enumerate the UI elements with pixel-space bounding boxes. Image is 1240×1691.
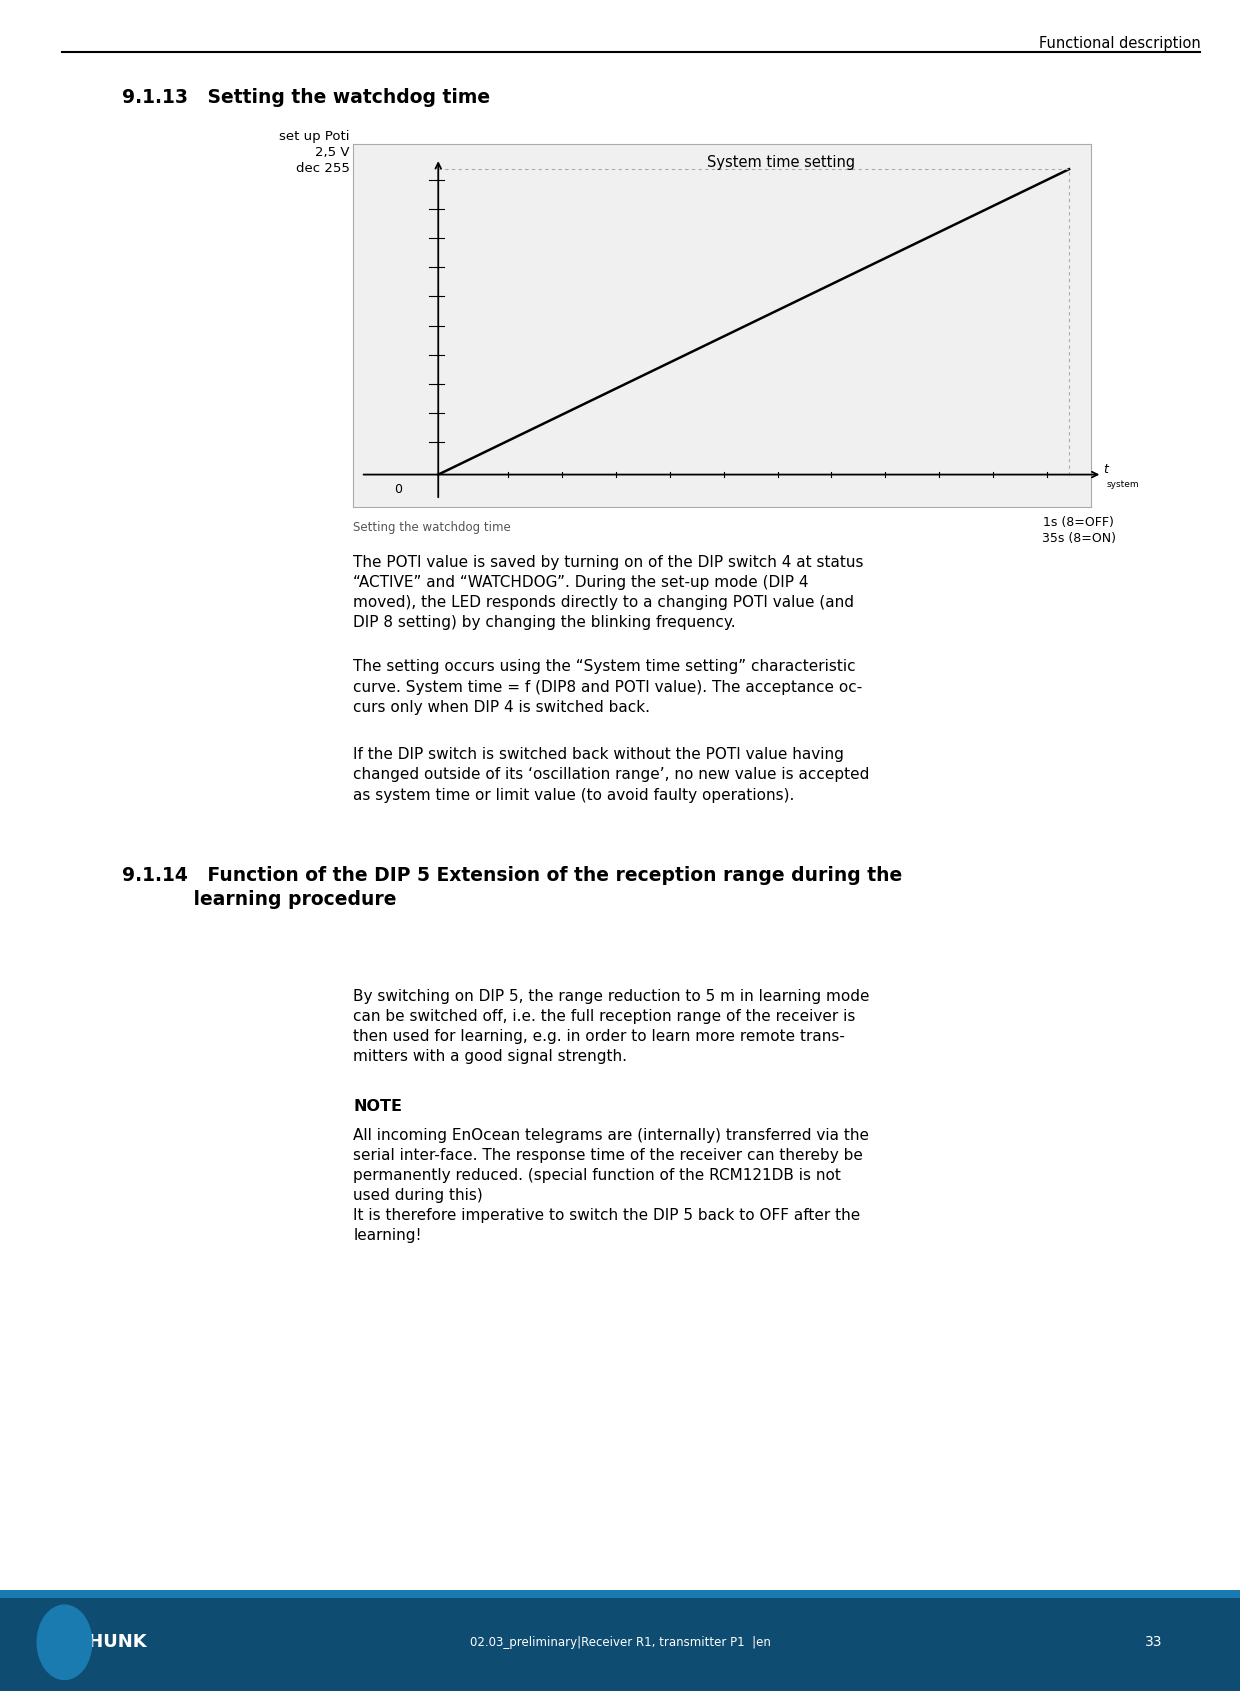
Text: 9.1.14   Function of the DIP 5 Extension of the reception range during the
     : 9.1.14 Function of the DIP 5 Extension o… — [122, 866, 901, 910]
Text: Setting the watchdog time: Setting the watchdog time — [353, 521, 511, 534]
Bar — [0, 1590, 1240, 1691]
Text: t: t — [1104, 463, 1109, 475]
Text: The setting occurs using the “System time setting” characteristic
curve. System : The setting occurs using the “System tim… — [353, 659, 863, 715]
Text: System time setting: System time setting — [707, 154, 856, 169]
Text: SCHUNK: SCHUNK — [63, 1634, 148, 1652]
Text: set up Poti
2,5 V
dec 255: set up Poti 2,5 V dec 255 — [279, 130, 350, 176]
Bar — [0, 1590, 1240, 1598]
Text: 02.03_preliminary|Receiver R1, transmitter P1  |en: 02.03_preliminary|Receiver R1, transmitt… — [470, 1635, 770, 1649]
Text: 0: 0 — [393, 484, 402, 497]
Text: The POTI value is saved by turning on of the DIP switch 4 at status
“ACTIVE” and: The POTI value is saved by turning on of… — [353, 555, 864, 629]
Text: Functional description: Functional description — [1039, 36, 1200, 51]
Text: All incoming EnOcean telegrams are (internally) transferred via the
serial inter: All incoming EnOcean telegrams are (inte… — [353, 1128, 869, 1243]
Text: system: system — [1106, 480, 1138, 489]
Text: If the DIP switch is switched back without the POTI value having
changed outside: If the DIP switch is switched back witho… — [353, 747, 869, 803]
Text: 33: 33 — [1145, 1635, 1162, 1649]
Text: NOTE: NOTE — [353, 1099, 403, 1114]
Text: By switching on DIP 5, the range reduction to 5 m in learning mode
can be switch: By switching on DIP 5, the range reducti… — [353, 989, 870, 1064]
Text: 1s (8=OFF)
35s (8=ON): 1s (8=OFF) 35s (8=ON) — [1042, 516, 1116, 545]
Text: 9.1.13   Setting the watchdog time: 9.1.13 Setting the watchdog time — [122, 88, 490, 107]
Circle shape — [37, 1605, 92, 1679]
